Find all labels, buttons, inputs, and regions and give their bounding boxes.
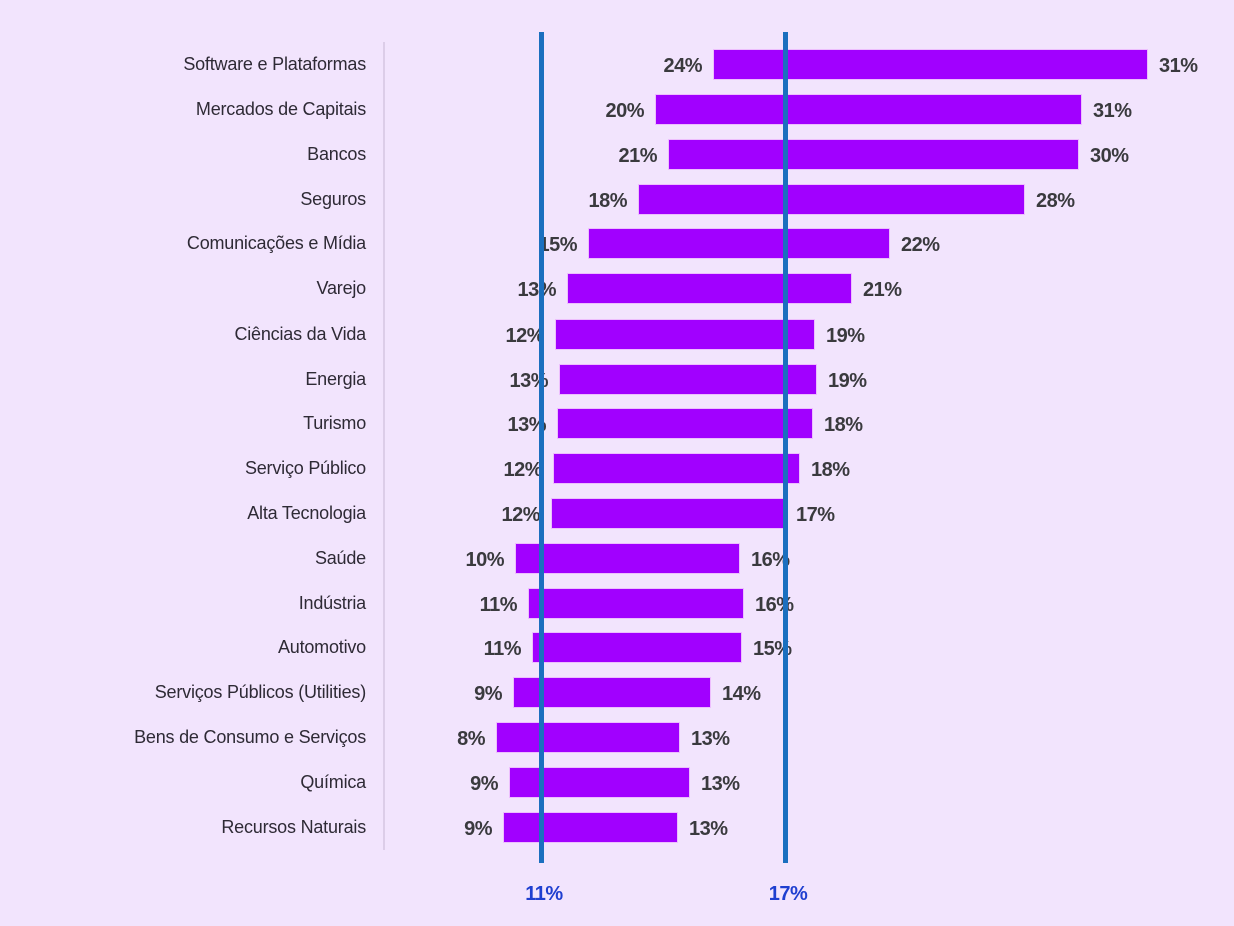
low-value-label: 11% [483, 638, 522, 660]
category-label: Serviço Público [244, 458, 366, 478]
low-value-label: 12% [503, 459, 542, 481]
range-bar [552, 499, 784, 528]
category-label: Seguros [300, 189, 366, 209]
low-value-label: 21% [618, 145, 657, 167]
reference-line-label: 17% [768, 883, 808, 905]
range-bar [529, 589, 743, 618]
low-value-label: 12% [501, 504, 540, 526]
high-value-label: 19% [826, 325, 865, 347]
reference-line [539, 32, 544, 863]
range-bar [516, 544, 739, 573]
category-axis-line [383, 42, 385, 850]
reference-line-label: 11% [525, 883, 563, 905]
category-label: Ciências da Vida [234, 324, 366, 344]
high-value-label: 30% [1090, 145, 1129, 167]
category-label: Turismo [303, 413, 366, 433]
high-value-label: 14% [722, 683, 761, 705]
low-value-label: 13% [509, 370, 548, 392]
high-value-label: 18% [824, 414, 863, 436]
high-value-label: 17% [796, 504, 835, 526]
high-value-label: 13% [691, 728, 730, 750]
category-label: Automotivo [277, 637, 366, 657]
category-label: Mercados de Capitais [195, 99, 366, 119]
low-value-label: 10% [465, 549, 504, 571]
range-bar [560, 365, 816, 394]
reference-line [783, 32, 788, 863]
category-label: Software e Plataformas [183, 54, 366, 74]
range-bar [497, 723, 679, 752]
category-label: Alta Tecnologia [247, 503, 366, 523]
range-bar [669, 140, 1078, 169]
category-label: Varejo [316, 278, 367, 298]
high-value-label: 19% [828, 370, 867, 392]
category-label: Comunicações e Mídia [186, 233, 366, 253]
high-value-label: 16% [751, 549, 790, 571]
low-value-label: 20% [605, 100, 644, 122]
category-label: Serviços Públicos (Utilities) [154, 682, 366, 702]
high-value-label: 28% [1036, 190, 1075, 212]
category-label: Energia [305, 369, 366, 389]
low-value-label: 9% [464, 818, 492, 840]
range-bar [554, 454, 799, 483]
low-value-label: 12% [505, 325, 544, 347]
low-value-label: 11% [479, 594, 518, 616]
high-value-label: 18% [811, 459, 850, 481]
low-value-label: 15% [538, 234, 577, 256]
range-bar [504, 813, 677, 842]
low-value-label: 13% [517, 279, 556, 301]
range-bar [589, 229, 889, 258]
category-label: Indústria [298, 593, 366, 613]
category-label: Bens de Consumo e Serviços [134, 727, 366, 747]
range-bar [656, 95, 1081, 124]
high-value-label: 22% [901, 234, 940, 256]
low-value-label: 13% [507, 414, 546, 436]
category-label: Química [300, 772, 366, 792]
category-label: Bancos [307, 144, 366, 164]
high-value-label: 21% [863, 279, 902, 301]
range-bar [514, 678, 710, 707]
high-value-label: 31% [1093, 100, 1132, 122]
range-bar [639, 185, 1024, 214]
range-bar [714, 50, 1147, 79]
low-value-label: 24% [663, 55, 702, 77]
high-value-label: 13% [689, 818, 728, 840]
high-value-label: 31% [1159, 55, 1198, 77]
category-label: Recursos Naturais [221, 817, 366, 837]
high-value-label: 13% [701, 773, 740, 795]
range-bar [533, 633, 741, 662]
range-bar [568, 274, 851, 303]
low-value-label: 9% [474, 683, 502, 705]
range-bar [556, 320, 814, 349]
low-value-label: 18% [588, 190, 627, 212]
low-value-label: 8% [457, 728, 485, 750]
low-value-label: 9% [470, 773, 498, 795]
range-bar [558, 409, 812, 438]
range-bar [510, 768, 689, 797]
category-label: Saúde [314, 548, 366, 568]
high-value-label: 15% [753, 638, 792, 660]
